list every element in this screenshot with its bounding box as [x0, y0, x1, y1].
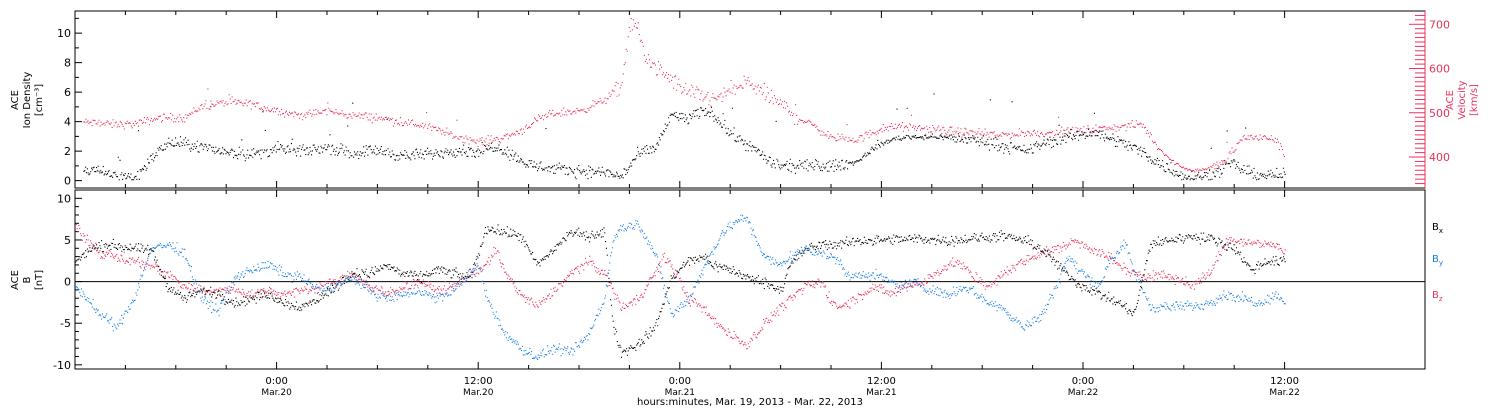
- y-tick-label: 5: [64, 234, 71, 247]
- right-y-axis-label-line: ACE: [1445, 90, 1456, 110]
- y-axis-label-line: Ion Density: [22, 72, 33, 129]
- right-y-axis-label-line: [km/s]: [1469, 84, 1480, 116]
- y-tick-label: 2: [64, 145, 71, 158]
- panel-frame: [74, 189, 1426, 370]
- y-tick-label: 8: [64, 57, 71, 70]
- y-tick-label: 0: [64, 276, 71, 289]
- right-y-tick-label: 600: [1429, 63, 1450, 76]
- x-tick-label: 0:00: [265, 376, 287, 387]
- x-tick-label: 12:00: [464, 376, 493, 387]
- x-tick-date: Mar.20: [261, 388, 292, 398]
- x-tick-date: Mar.20: [463, 388, 494, 398]
- y-axis-label-line: [cm⁻³]: [34, 84, 45, 116]
- right-y-tick-label: 400: [1429, 151, 1450, 164]
- y-tick-label: 10: [57, 27, 71, 40]
- x-tick-label: 12:00: [1270, 376, 1299, 387]
- y-tick-label: 6: [64, 86, 71, 99]
- legend-bx: Bx: [1432, 222, 1443, 235]
- y-tick-label: 4: [64, 116, 71, 129]
- y-tick-label: 0: [64, 175, 71, 188]
- x-axis-title: hours:minutes, Mar. 19, 2013 - Mar. 22, …: [637, 397, 863, 408]
- x-tick-date: Mar.22: [1269, 388, 1299, 398]
- velocity-series: [83, 18, 1285, 173]
- legend-subscript: y: [1439, 259, 1443, 267]
- right-y-axis-label-line: Velocity: [1457, 80, 1468, 119]
- y-tick-label: 10: [57, 192, 71, 205]
- right-y-tick-label: 700: [1429, 18, 1450, 31]
- density-series: [83, 93, 1286, 181]
- legend-symbol: B: [1432, 254, 1439, 265]
- x-tick-date: Mar.21: [866, 388, 896, 398]
- x-tick-label: 0:00: [1072, 376, 1094, 387]
- x-tick-date: Mar.22: [1068, 388, 1098, 398]
- legend-subscript: z: [1439, 295, 1443, 303]
- x-tick-date: Mar.21: [665, 388, 695, 398]
- legend-by: By: [1432, 254, 1443, 267]
- legend-symbol: B: [1432, 290, 1439, 301]
- series-by: [75, 214, 1286, 360]
- y-tick-label: -5: [60, 317, 71, 330]
- series-bz: [75, 224, 1286, 350]
- series-bx: [75, 224, 1286, 358]
- x-tick-label: 12:00: [867, 376, 896, 387]
- x-tick-label: 0:00: [669, 376, 691, 387]
- y-axis-label-line: ACE: [10, 90, 21, 110]
- right-y-tick-label: 500: [1429, 107, 1450, 120]
- y-axis-label-line: [nT]: [34, 270, 45, 290]
- legend-bz: Bz: [1432, 290, 1443, 303]
- legend-symbol: B: [1432, 222, 1439, 233]
- y-tick-label: -10: [53, 359, 71, 372]
- y-axis-label-line: ACE: [10, 270, 21, 290]
- time-axis: hours:minutes, Mar. 19, 2013 - Mar. 22, …: [261, 376, 1299, 408]
- y-axis-label-line: B: [22, 276, 33, 283]
- legend-subscript: x: [1439, 227, 1443, 235]
